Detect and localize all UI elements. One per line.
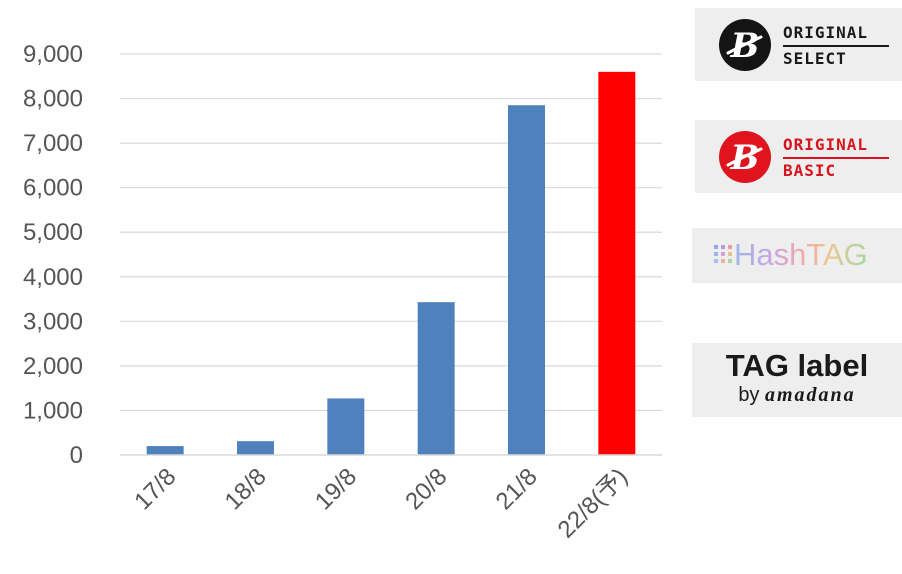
tag-label-brand: amadana [765, 384, 856, 406]
b-logo-icon: B [719, 19, 771, 71]
y-tick-label: 4,000 [23, 264, 83, 291]
bar-22/8(予) [598, 71, 636, 456]
y-tick-label: 3,000 [23, 308, 83, 335]
original-select-line2: SELECT [783, 49, 847, 68]
tag-label-logo: TAG label by amadana [692, 343, 902, 417]
tag-label-by: by [738, 384, 760, 406]
x-tick-label: 18/8 [220, 463, 272, 515]
y-tick-label: 1,000 [23, 397, 83, 424]
y-tick-label: 6,000 [23, 175, 83, 202]
b-logo-icon: B [719, 131, 771, 183]
x-tick-label: 20/8 [400, 463, 452, 515]
grid-icon [714, 245, 732, 263]
original-basic-text: ORIGINAL BASIC [783, 134, 889, 182]
y-axis-ticks: 0 1,000 2,000 3,000 4,000 5,000 6,000 7,000 8,00… [23, 41, 83, 469]
bar-19/8 [327, 398, 365, 455]
original-basic-logo: B ORIGINAL BASIC [695, 120, 902, 193]
bar-20/8 [417, 302, 455, 455]
grid-lines [120, 53, 662, 412]
x-tick-label: 22/8(予) [553, 463, 633, 543]
x-tick-label: 19/8 [310, 463, 362, 515]
y-tick-label: 9,000 [23, 41, 83, 68]
bar-18/8 [237, 441, 274, 455]
x-tick-label: 17/8 [129, 463, 181, 515]
hashtag-text: HashTAG [734, 237, 868, 272]
y-tick-label: 8,000 [23, 86, 83, 113]
original-select-text: ORIGINAL SELECT [783, 22, 889, 70]
x-tick-label: 21/8 [491, 463, 543, 515]
y-tick-label: 0 [70, 442, 83, 469]
bar-chart: 0 1,000 2,000 3,000 4,000 5,000 6,000 7,000 8,00… [23, 41, 662, 544]
original-basic-line2: BASIC [783, 161, 837, 180]
original-select-logo: B ORIGINAL SELECT [695, 8, 902, 81]
bar-21/8 [508, 105, 545, 455]
hashtag-logo: HashTAG [692, 228, 902, 283]
bar-17/8 [146, 446, 184, 455]
tag-label-title: TAG label [725, 348, 869, 383]
y-tick-label: 7,000 [23, 130, 83, 157]
x-axis-ticks: 17/8 18/8 19/8 20/8 21/8 22/8(予) [129, 463, 633, 543]
y-tick-label: 5,000 [23, 219, 83, 246]
original-basic-line1: ORIGINAL [783, 134, 889, 159]
y-tick-label: 2,000 [23, 353, 83, 380]
original-select-line1: ORIGINAL [783, 22, 889, 47]
tag-label-subtitle: by amadana [692, 383, 902, 407]
bars [146, 71, 636, 456]
